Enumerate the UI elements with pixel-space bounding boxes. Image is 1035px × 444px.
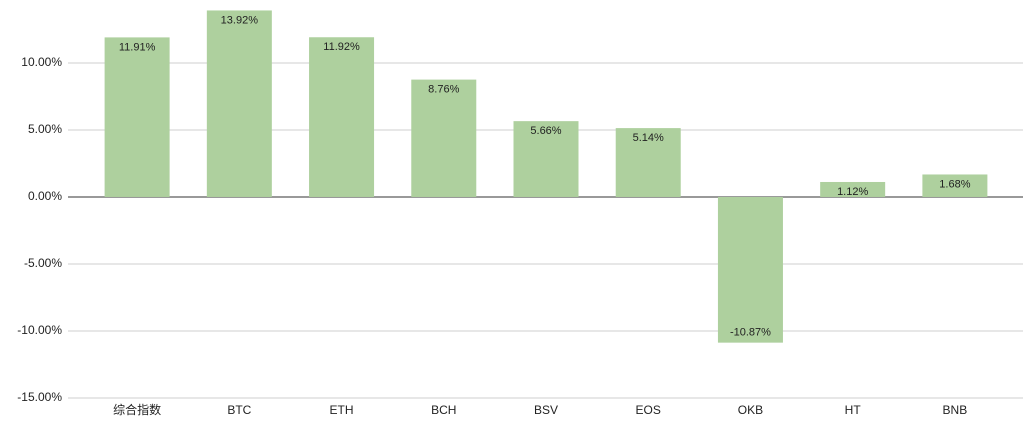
y-tick-label: 10.00% — [21, 55, 62, 69]
value-label: 1.68% — [939, 178, 970, 190]
x-tick-label: OKB — [738, 403, 763, 417]
bar — [411, 79, 477, 197]
value-label: 13.92% — [221, 14, 259, 26]
x-tick-label: ETH — [330, 403, 354, 417]
x-tick-label: BCH — [431, 403, 456, 417]
x-tick-label: BNB — [943, 403, 968, 417]
value-label: 11.91% — [119, 41, 156, 53]
value-label: -10.87% — [730, 327, 771, 339]
bar — [820, 181, 886, 197]
bar — [513, 121, 579, 197]
y-tick-label: -15.00% — [17, 390, 62, 404]
bar — [922, 174, 988, 197]
x-tick-label: EOS — [636, 403, 661, 417]
y-tick-label: -10.00% — [17, 323, 62, 337]
x-tick-label: 综合指数 — [113, 402, 161, 417]
y-tick-label: 0.00% — [28, 189, 62, 203]
value-label: 8.76% — [428, 84, 459, 96]
value-label: 5.14% — [633, 132, 664, 144]
y-tick-label: 5.00% — [28, 122, 62, 136]
value-label: 5.66% — [530, 125, 561, 137]
y-tick-label: -5.00% — [24, 256, 62, 270]
x-tick-label: BTC — [227, 403, 251, 417]
bar — [615, 128, 681, 197]
bar — [104, 37, 170, 197]
bar — [309, 37, 375, 197]
bar — [206, 10, 272, 197]
x-tick-label: BSV — [534, 403, 558, 417]
value-label: 1.12% — [837, 186, 868, 198]
bar — [717, 196, 783, 343]
value-label: 11.92% — [323, 41, 360, 53]
x-tick-label: HT — [845, 403, 862, 417]
